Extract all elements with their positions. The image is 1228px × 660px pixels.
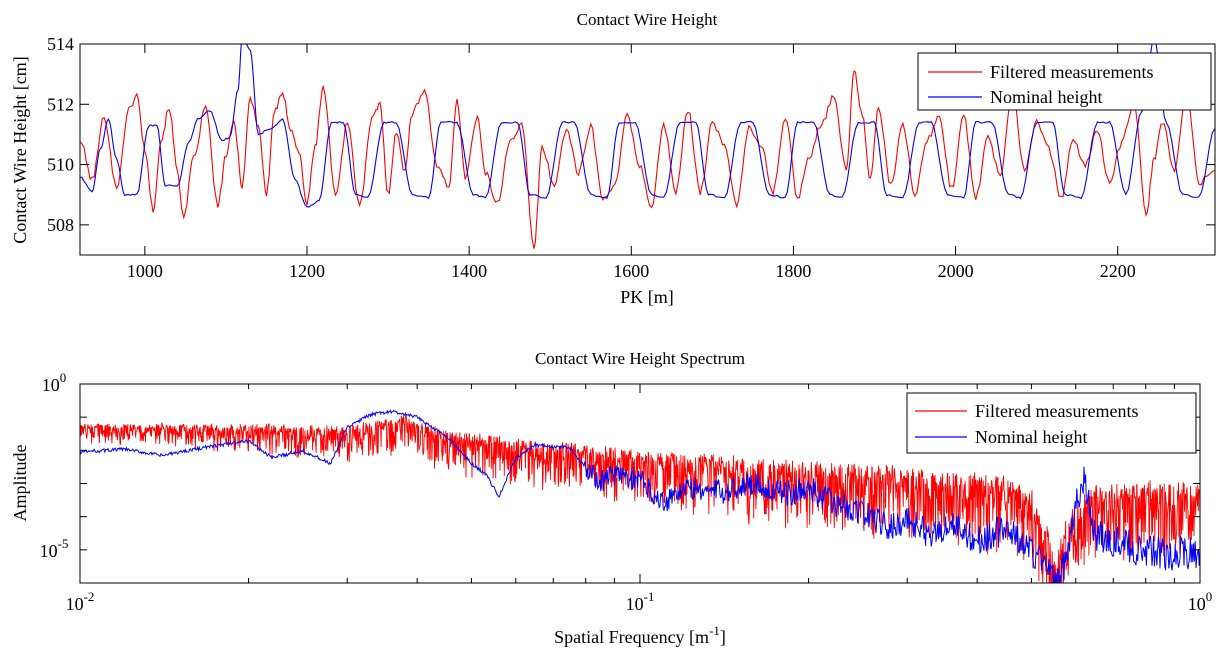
chart1-ytick-label: 508 — [47, 215, 74, 235]
chart1-xtick-label: 1600 — [613, 261, 649, 281]
chart1-legend-filtered-label: Filtered measurements — [990, 62, 1153, 82]
chart2-xlabel-main: Spatial Frequency [m — [554, 627, 709, 647]
chart1-series-filtered-measurements — [80, 69, 1215, 249]
chart1-xtick-label: 1000 — [127, 261, 163, 281]
chart1-xtick-label: 2200 — [1100, 261, 1136, 281]
chart1-legend-nominal-label: Nominal height — [990, 87, 1102, 107]
chart1-xtick-label: 1800 — [775, 261, 811, 281]
chart1-axes-box — [79, 43, 1216, 256]
chart2-legend-box — [906, 392, 1197, 454]
chart2-title: Contact Wire Height Spectrum — [535, 349, 745, 368]
chart1-legend: Filtered measurements Nominal height — [917, 52, 1212, 111]
chart1-ylabel: Contact Wire Height [cm] — [10, 56, 30, 243]
chart2-xtick-label: 100 — [1188, 589, 1213, 614]
chart1-ticks: 1000 1200 1400 1600 1800 2000 2200 508 510 512 514 — [47, 34, 1215, 281]
chart2-ytick-label: 100 — [42, 370, 67, 395]
chart1-series-group — [80, 44, 1215, 249]
chart1-xlabel: PK [m] — [620, 287, 674, 307]
chart1-series-nominal-height — [80, 44, 1215, 208]
chart2-xtick-label: 10-1 — [626, 589, 655, 614]
chart-contact-wire-height-spectrum: Contact Wire Height Spectrum 10-2 10-1 100… — [10, 349, 1212, 647]
chart2-xlabel: Spatial Frequency [m-1] — [554, 623, 726, 647]
chart1-legend-box — [917, 52, 1212, 111]
chart2-series-group — [80, 409, 1200, 583]
chart2-series-filtered-measurements — [80, 413, 1200, 583]
chart2-xlabel-superscript: -1 — [709, 623, 720, 638]
chart2-ticks: 10-2 10-1 100 10-5 100 — [40, 370, 1213, 614]
chart1-title: Contact Wire Height — [577, 10, 718, 29]
chart2-ylabel: Amplitude — [10, 444, 30, 521]
chart2-legend: Filtered measurements Nominal height — [906, 392, 1197, 454]
chart2-legend-filtered-label: Filtered measurements — [975, 401, 1138, 421]
chart1-xtick-label: 1200 — [289, 261, 325, 281]
chart1-ytick-label: 514 — [47, 34, 74, 54]
chart2-xtick-label: 10-2 — [66, 589, 95, 614]
chart1-xtick-label: 2000 — [938, 261, 974, 281]
chart2-ytick-label: 10-5 — [40, 536, 69, 561]
chart1-ytick-label: 510 — [47, 155, 74, 175]
chart-contact-wire-height: Contact Wire Height 1000 1200 1400 1600 1800… — [10, 10, 1216, 307]
chart2-legend-nominal-label: Nominal height — [975, 427, 1087, 447]
chart2-xlabel-suffix: ] — [720, 627, 726, 647]
chart1-xtick-label: 1400 — [451, 261, 487, 281]
chart2-series-nominal-height — [80, 409, 1200, 583]
chart1-ytick-label: 512 — [47, 94, 74, 114]
